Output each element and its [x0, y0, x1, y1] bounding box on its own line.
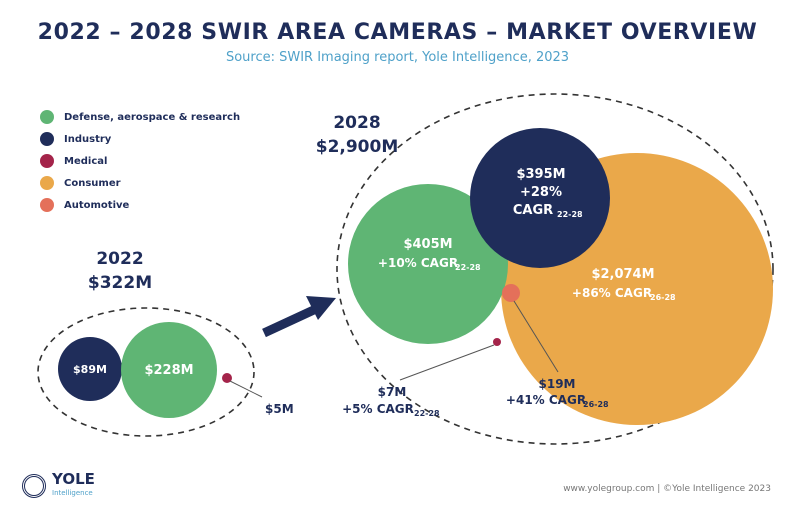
value-2022-industry: $89M	[73, 363, 107, 376]
legend-label-industry: Industry	[64, 133, 112, 145]
value-2028-industry: $395M	[516, 167, 565, 182]
legend-swatch-automotive	[40, 198, 54, 212]
logo-name: YOLE	[52, 470, 95, 488]
bubble-2028-industry	[470, 128, 610, 268]
growth-arrow-shaft	[262, 303, 320, 338]
legend-item-defense: Defense, aerospace & research	[40, 106, 240, 128]
year-2028-label: 2028	[333, 113, 380, 133]
total-2028-label: $2,900M	[316, 137, 399, 157]
value-2022-medical: $5M	[265, 402, 294, 416]
bubble-2022-defense	[121, 322, 217, 418]
legend-item-medical: Medical	[40, 150, 240, 172]
growth-arrow-head	[306, 296, 336, 320]
bubble-2022-industry	[58, 337, 122, 401]
legend-item-automotive: Automotive	[40, 194, 240, 216]
page-title: 2022 – 2028 SWIR AREA CAMERAS – MARKET O…	[37, 20, 758, 45]
bubble-2028-defense	[348, 184, 508, 344]
total-2022-label: $322M	[88, 273, 152, 293]
legend-item-consumer: Consumer	[40, 172, 240, 194]
cagr-period-2028-consumer: 26-28	[650, 293, 676, 302]
page-subtitle: Source: SWIR Imaging report, Yole Intell…	[225, 50, 570, 65]
cagr-2028-medical: +5% CAGR	[342, 402, 414, 416]
value-2022-defense: $228M	[144, 363, 193, 378]
bubble-2028-automotive	[502, 284, 520, 302]
legend-swatch-consumer	[40, 176, 54, 190]
legend-swatch-medical	[40, 154, 54, 168]
legend-label-automotive: Automotive	[64, 199, 130, 211]
legend-swatch-defense	[40, 110, 54, 124]
growth-2028-industry: +28%	[520, 185, 562, 200]
bubble-2028-medical	[493, 338, 501, 346]
cagr-2028-defense: +10% CAGR	[378, 256, 458, 270]
logo-subtitle: Intelligence	[52, 489, 93, 497]
yole-logo: YOLE Intelligence	[22, 472, 95, 500]
bubble-2022-medical	[222, 373, 232, 383]
group-2022-outline	[37, 307, 255, 437]
cagr-period-2028-medical: 22-28	[414, 409, 440, 418]
cagr-2028-industry: CAGR	[513, 203, 553, 218]
leader-2028-automotive	[513, 300, 559, 373]
legend-label-medical: Medical	[64, 155, 108, 167]
legend: Defense, aerospace & research Industry M…	[40, 106, 240, 216]
cagr-period-2028-industry: 22-28	[557, 210, 583, 219]
legend-swatch-industry	[40, 132, 54, 146]
cagr-period-2028-automotive: 26-28	[583, 400, 609, 409]
value-2028-automotive: $19M	[539, 377, 576, 391]
legend-item-industry: Industry	[40, 128, 240, 150]
group-2028-outline	[336, 93, 774, 445]
year-2022-label: 2022	[96, 249, 143, 269]
value-2028-consumer: $2,074M	[591, 267, 654, 282]
leader-2022-medical	[229, 380, 263, 398]
value-2028-medical: $7M	[378, 385, 407, 399]
yole-logo-icon	[22, 474, 46, 498]
cagr-period-2028-defense: 22-28	[455, 263, 481, 272]
legend-label-consumer: Consumer	[64, 177, 121, 189]
value-2028-defense: $405M	[403, 237, 452, 252]
footer-credit: www.yolegroup.com | ©Yole Intelligence 2…	[563, 484, 771, 494]
leader-2028-medical	[399, 344, 495, 381]
legend-label-defense: Defense, aerospace & research	[64, 111, 241, 123]
yole-logo-text: YOLE Intelligence	[52, 472, 95, 500]
cagr-2028-automotive: +41% CAGR	[506, 393, 586, 407]
cagr-2028-consumer: +86% CAGR	[572, 286, 652, 300]
